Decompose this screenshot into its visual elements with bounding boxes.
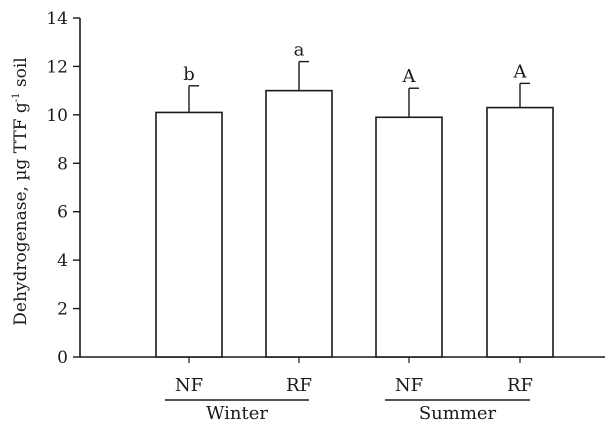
y-axis-title: Dehydrogenase, µg TTF g-1 soil xyxy=(11,57,31,326)
y-axis-title-suffix: soil xyxy=(11,57,31,92)
y-tick-label: 6 xyxy=(57,203,68,223)
y-tick-label: 14 xyxy=(46,9,68,29)
bars-layer xyxy=(155,60,554,358)
bar xyxy=(375,116,443,358)
group-label: Winter xyxy=(206,403,268,424)
x-category-label: NF xyxy=(175,375,203,396)
x-category-label: RF xyxy=(507,375,533,396)
y-tick-label: 10 xyxy=(46,106,68,126)
y-tick-label: 0 xyxy=(57,348,68,368)
significance-letter: b xyxy=(183,64,195,85)
significance-letter: A xyxy=(402,66,417,87)
x-category-label: NF xyxy=(395,375,423,396)
significance-letter: a xyxy=(294,40,305,61)
bar xyxy=(265,89,333,358)
group-label: Summer xyxy=(419,403,497,424)
significance-letter: A xyxy=(513,61,528,82)
x-category-label: RF xyxy=(286,375,312,396)
bar xyxy=(155,111,223,358)
bar xyxy=(486,106,554,358)
y-axis-title-main: Dehydrogenase, µg TTF g xyxy=(11,102,31,326)
y-tick-label: 4 xyxy=(57,251,68,271)
labels-layer: 0 2 4 6 8 10 12 14 b NF a RF A NF A RF Winter Summer xyxy=(46,9,533,424)
y-axis-title-superscript: -1 xyxy=(11,92,22,102)
y-tick-label: 12 xyxy=(46,57,68,77)
y-tick-label: 8 xyxy=(57,154,68,174)
y-tick-label: 2 xyxy=(57,300,68,320)
